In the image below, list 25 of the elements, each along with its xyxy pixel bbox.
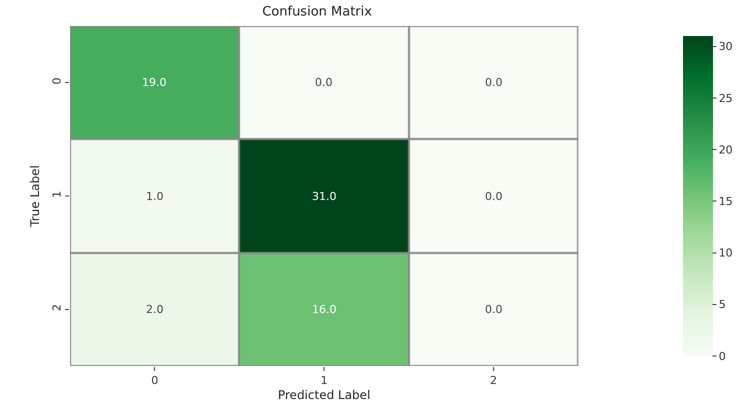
data-label: 19.0 (142, 76, 166, 89)
chart-title: Confusion Matrix (262, 4, 372, 20)
data-label: 0.0 (485, 303, 502, 316)
x-tick-label: 2 (490, 374, 498, 388)
y-axis-title: True Label (28, 165, 42, 228)
color-bar-label: 5 (718, 298, 726, 312)
data-label: 16.0 (312, 303, 336, 316)
color-bar-label: 0 (718, 350, 726, 363)
color-bar-label: 10 (718, 246, 733, 260)
color-bar-label: 25 (718, 92, 733, 105)
data-label: 0.0 (315, 76, 332, 89)
color-bar-label: 20 (718, 143, 733, 156)
x-tick-label: 0 (151, 374, 158, 388)
y-tick-label: 0 (50, 78, 64, 85)
data-label: 31.0 (312, 190, 336, 203)
data-label: 2.0 (146, 303, 164, 316)
y-tick-label: 1 (50, 190, 64, 198)
data-label: 0.0 (485, 76, 502, 89)
x-tick-label: 1 (320, 374, 328, 388)
data-label: 1.0 (146, 190, 164, 203)
x-axis-title: Predicted Label (278, 388, 370, 402)
data-label: 0.0 (485, 190, 502, 203)
color-bar-label: 15 (718, 195, 733, 208)
y-tick-label: 2 (50, 304, 64, 312)
color-bar-label: 30 (718, 40, 733, 54)
